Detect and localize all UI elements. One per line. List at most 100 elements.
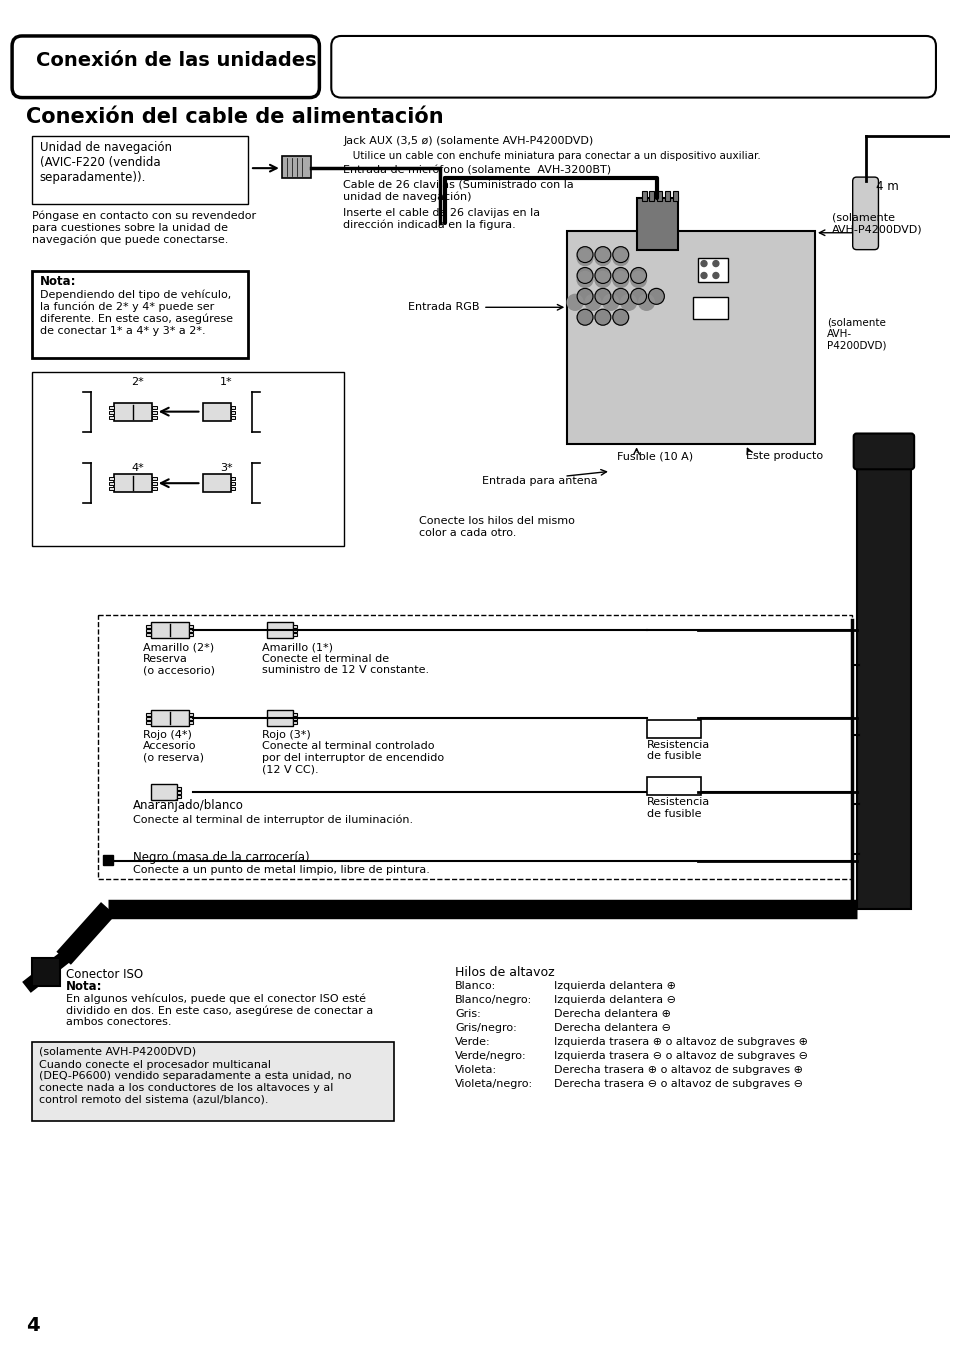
Bar	[152, 406, 156, 409]
Bar	[110, 477, 114, 481]
Circle shape	[595, 272, 610, 287]
Bar	[231, 410, 234, 413]
Text: Hilos de altavoz: Hilos de altavoz	[455, 967, 555, 979]
Bar	[646, 720, 700, 738]
Bar	[856, 441, 910, 909]
Circle shape	[595, 288, 610, 305]
Circle shape	[612, 272, 628, 287]
Circle shape	[595, 246, 610, 263]
Bar	[189, 630, 193, 632]
Bar	[103, 854, 113, 865]
Bar	[31, 137, 248, 204]
Circle shape	[612, 246, 628, 263]
Circle shape	[577, 272, 593, 287]
Text: Verde/negro:: Verde/negro:	[455, 1051, 526, 1060]
Bar	[151, 784, 177, 800]
Bar	[146, 626, 151, 628]
Bar	[151, 623, 189, 638]
Text: Amarillo (1*)
Conecte el terminal de
suministro de 12 V constante.: Amarillo (1*) Conecte el terminal de sum…	[262, 642, 429, 676]
Circle shape	[612, 309, 628, 325]
Bar	[231, 487, 234, 490]
Circle shape	[577, 268, 593, 283]
Circle shape	[630, 268, 646, 283]
Text: Izquierda trasera ⊖ o altavoz de subgraves ⊖: Izquierda trasera ⊖ o altavoz de subgrav…	[554, 1051, 807, 1060]
Bar	[664, 191, 670, 200]
Text: Rojo (4*)
Accesorio
(o reserva): Rojo (4*) Accesorio (o reserva)	[143, 730, 204, 762]
Text: Dependiendo del tipo de vehículo,
la función de 2* y 4* puede ser
diferente. En : Dependiendo del tipo de vehículo, la fun…	[40, 290, 233, 336]
Bar	[189, 626, 193, 628]
Text: Izquierda delantera ⊕: Izquierda delantera ⊕	[554, 982, 676, 991]
Text: Conecte a un punto de metal limpio, libre de pintura.: Conecte a un punto de metal limpio, libr…	[132, 865, 430, 875]
Circle shape	[612, 288, 628, 305]
Bar	[189, 634, 193, 636]
Bar	[31, 372, 344, 546]
Bar	[152, 482, 156, 485]
Text: Blanco/negro:: Blanco/negro:	[455, 995, 532, 1005]
Text: Izquierda trasera ⊕ o altavoz de subgraves ⊕: Izquierda trasera ⊕ o altavoz de subgrav…	[554, 1037, 807, 1047]
Circle shape	[712, 272, 719, 279]
Bar	[293, 634, 297, 636]
Circle shape	[630, 272, 646, 287]
Text: 2*: 2*	[131, 376, 144, 387]
Bar	[267, 709, 293, 726]
Circle shape	[595, 309, 610, 325]
Text: Entrada para antena: Entrada para antena	[481, 477, 597, 486]
Text: (solamente AVH-P4200DVD): (solamente AVH-P4200DVD)	[39, 1047, 195, 1056]
Text: En algunos vehículos, puede que el conector ISO esté
dividido en dos. En este ca: En algunos vehículos, puede que el conec…	[66, 992, 373, 1028]
Text: (solamente
AVH-P4200DVD): (solamente AVH-P4200DVD)	[831, 213, 922, 234]
Bar	[110, 487, 114, 490]
Text: Entrada de micrófono (solamente  AVH-3200BT): Entrada de micrófono (solamente AVH-3200…	[343, 165, 611, 175]
Bar	[293, 630, 297, 632]
Text: Amarillo (2*)
Reserva
(o accesorio): Amarillo (2*) Reserva (o accesorio)	[143, 642, 214, 676]
Circle shape	[567, 294, 582, 310]
Text: Unidad de navegación
(AVIC-F220 (vendida
separadamente)).: Unidad de navegación (AVIC-F220 (vendida…	[40, 141, 172, 184]
Text: Violeta/negro:: Violeta/negro:	[455, 1079, 533, 1089]
FancyBboxPatch shape	[853, 433, 913, 470]
Text: 1*: 1*	[220, 376, 233, 387]
Bar	[281, 156, 311, 179]
Text: Gris/negro:: Gris/negro:	[455, 1022, 517, 1033]
Text: Derecha delantera ⊖: Derecha delantera ⊖	[554, 1022, 671, 1033]
Text: Este producto: Este producto	[745, 451, 821, 462]
Bar	[231, 482, 234, 485]
Text: Conecte al terminal de interruptor de iluminación.: Conecte al terminal de interruptor de il…	[132, 814, 413, 825]
Bar	[189, 720, 193, 723]
Bar	[636, 198, 678, 249]
FancyBboxPatch shape	[852, 177, 878, 249]
Text: 3*: 3*	[220, 463, 233, 474]
Bar	[231, 477, 234, 481]
Text: Derecha delantera ⊕: Derecha delantera ⊕	[554, 1009, 671, 1020]
Bar	[110, 410, 114, 413]
Circle shape	[584, 294, 600, 310]
Circle shape	[577, 246, 593, 263]
Text: Fusible (10 A): Fusible (10 A)	[617, 451, 692, 462]
Text: Derecha trasera ⊕ o altavoz de subgraves ⊕: Derecha trasera ⊕ o altavoz de subgraves…	[554, 1064, 802, 1075]
Bar	[567, 230, 814, 444]
Bar	[31, 959, 60, 986]
Circle shape	[577, 249, 593, 265]
Circle shape	[620, 294, 636, 310]
Bar	[646, 777, 700, 795]
Bar	[203, 474, 231, 492]
Bar	[110, 406, 114, 409]
Bar	[151, 709, 189, 726]
Bar	[152, 416, 156, 418]
Text: Conexión de las unidades: Conexión de las unidades	[36, 51, 316, 70]
Circle shape	[700, 260, 706, 267]
Bar	[293, 712, 297, 716]
Circle shape	[700, 272, 706, 279]
Bar	[114, 474, 152, 492]
Circle shape	[648, 288, 663, 305]
Bar	[146, 716, 151, 720]
Bar	[203, 402, 231, 421]
Bar	[31, 1041, 394, 1121]
Text: Gris:: Gris:	[455, 1009, 480, 1020]
Text: Nota:: Nota:	[40, 275, 76, 288]
FancyBboxPatch shape	[331, 37, 935, 97]
Bar	[152, 477, 156, 481]
Text: Rojo (3*)
Conecte al terminal controlado
por del interruptor de encendido
(12 V : Rojo (3*) Conecte al terminal controlado…	[262, 730, 443, 774]
Bar	[177, 787, 181, 791]
Text: Negro (masa de la carrocería): Negro (masa de la carrocería)	[132, 850, 310, 864]
Bar	[693, 298, 727, 320]
Text: Resistencia
de fusible: Resistencia de fusible	[646, 739, 709, 761]
